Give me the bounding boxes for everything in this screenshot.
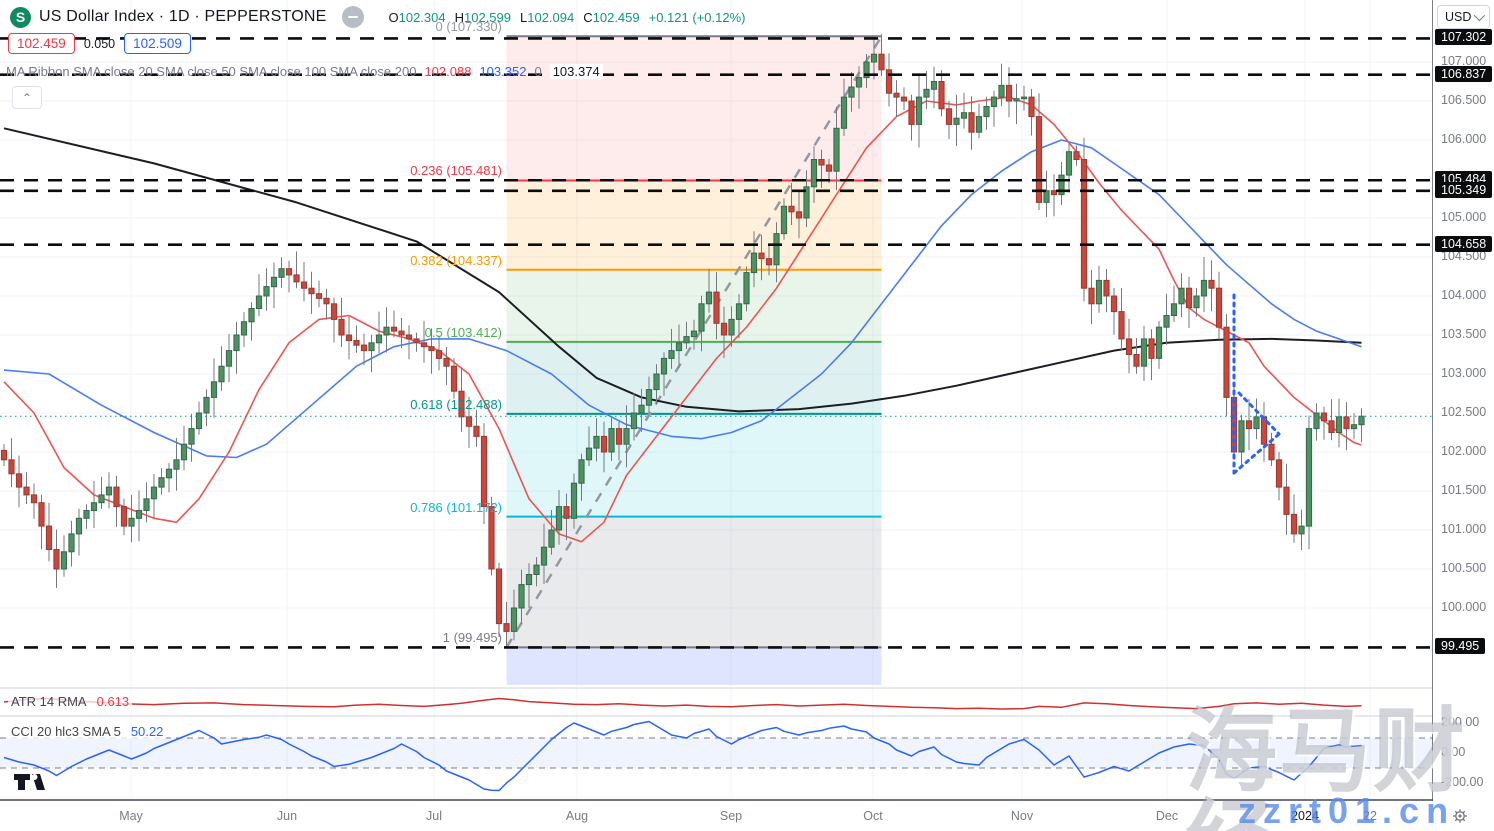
price-level-badge[interactable]: 105.349 <box>1435 181 1493 198</box>
price-tick-label: 102.500 <box>1441 405 1487 419</box>
ma-ribbon-legend[interactable]: MA Ribbon SMA close 20 SMA close 50 SMA … <box>6 64 611 79</box>
tradingview-logo[interactable] <box>13 773 49 791</box>
price-tick-label: 103.500 <box>1441 327 1487 341</box>
price-tick-label: 106.000 <box>1441 132 1487 146</box>
time-axis-label: Jul <box>426 809 442 823</box>
time-axis-label: Sep <box>719 809 743 823</box>
price-tick-label: 102.000 <box>1441 444 1487 458</box>
watermark-url: zzrt01.cn <box>1238 790 1456 831</box>
spread-value: 0.050 <box>83 36 116 51</box>
open-label: O <box>388 9 399 25</box>
cci-axis-label: 0.00 <box>1441 745 1466 759</box>
cci-value: 50.22 <box>130 724 164 739</box>
watermark-cjk: 海马财经 <box>1185 701 1468 831</box>
atr-legend[interactable]: ATR 14 RMA 0.613 <box>8 694 133 709</box>
currency-label: USD <box>1445 10 1472 24</box>
fib-level-label[interactable]: 0.236 (105.481) <box>410 163 502 179</box>
low-label: L <box>520 9 528 25</box>
time-axis-label: Oct <box>863 809 883 823</box>
symbol-logo-icon[interactable]: S <box>10 6 31 28</box>
price-tick-label: 100.500 <box>1441 561 1487 575</box>
fib-level-label[interactable]: 0.5 (103.412) <box>424 324 502 340</box>
price-level-badge[interactable]: 106.837 <box>1435 65 1493 82</box>
price-axis[interactable]: 107.000 106.500 106.000 105.000 104.500 104.0… <box>1433 0 1494 831</box>
price-tick-label: 106.500 <box>1441 93 1487 107</box>
ohlc-readout: O102.304 H102.599 L102.094 C102.459 +0.1… <box>388 10 745 25</box>
close-value: 102.459 <box>592 9 640 25</box>
ma-ribbon-value: 103.374 <box>549 64 603 79</box>
time-axis-label: Nov <box>1010 809 1034 823</box>
price-level-badge[interactable]: 107.302 <box>1435 29 1493 46</box>
symbol-header: S US Dollar Index · 1D · PEPPERSTONE O10… <box>10 4 745 30</box>
collapse-panel-button[interactable]: ⌃ <box>12 86 42 109</box>
cci-label: CCI 20 hlc3 SMA 5 <box>11 724 121 739</box>
ma-ribbon-label: MA Ribbon SMA close 20 SMA close 50 SMA … <box>6 64 417 79</box>
high-label: H <box>454 9 464 25</box>
ma-ribbon-value: 103.352 <box>479 64 527 79</box>
open-value: 102.304 <box>398 9 446 25</box>
low-value: 102.094 <box>527 9 575 25</box>
price-tick-label: 100.000 <box>1441 600 1487 614</box>
high-value: 102.599 <box>464 9 511 25</box>
atr-label: ATR 14 RMA <box>11 694 87 709</box>
time-axis-label: Dec <box>1155 809 1179 823</box>
cci-axis-label: 200.00 <box>1441 715 1480 729</box>
time-axis-label: 2024 <box>1291 809 1319 823</box>
minus-icon <box>348 15 359 19</box>
price-tick-label: 103.000 <box>1441 366 1487 380</box>
time-axis[interactable]: May Jun Jul Aug Sep Oct Nov Dec 2024 22 <box>0 801 1494 831</box>
price-tick-label: 101.000 <box>1441 522 1487 536</box>
ma-ribbon-value: 0 <box>534 64 542 79</box>
cci-legend[interactable]: CCI 20 hlc3 SMA 5 50.22 <box>8 724 167 739</box>
currency-dropdown[interactable]: USD <box>1437 5 1490 29</box>
cci-axis-label: -200.00 <box>1441 775 1484 789</box>
price-tick-label: 104.000 <box>1441 288 1487 302</box>
change-value: +0.121 (+0.12%) <box>648 9 746 25</box>
fib-level-label[interactable]: 0.786 (101.172) <box>410 499 502 515</box>
price-tick-label: 104.500 <box>1441 249 1487 263</box>
hide-indicator-button[interactable] <box>342 6 365 28</box>
time-axis-label: May <box>119 809 143 823</box>
axis-settings-gear-icon[interactable] <box>1452 808 1468 824</box>
fib-level-label[interactable]: 0.382 (104.337) <box>410 252 502 268</box>
time-axis-label: Jun <box>276 809 298 823</box>
price-tick-label: 101.500 <box>1441 483 1487 497</box>
price-tick-label: 107.000 <box>1441 54 1487 68</box>
ma-ribbon-values: 102.088 103.352 0 103.374 <box>424 64 610 79</box>
chevron-down-icon <box>1473 9 1486 22</box>
fib-level-label[interactable]: 1 (99.495) <box>442 630 502 646</box>
time-axis-label: Aug <box>565 809 589 823</box>
price-tick-label: 105.000 <box>1441 210 1487 224</box>
price-level-badge[interactable]: 99.495 <box>1435 638 1486 655</box>
time-axis-label: 22 <box>1363 809 1377 823</box>
symbol-title[interactable]: US Dollar Index · 1D · PEPPERSTONE <box>39 8 327 25</box>
ma-ribbon-value: 102.088 <box>424 64 472 79</box>
sell-price-button[interactable]: 102.459 <box>8 33 75 54</box>
fib-level-label[interactable]: 0 (107.330) <box>435 19 503 35</box>
buy-price-button[interactable]: 102.509 <box>124 33 191 54</box>
bid-ask-row: 102.459 0.050 102.509 <box>8 33 191 54</box>
fib-level-label[interactable]: 0.618 (102.488) <box>410 396 502 412</box>
close-label: C <box>583 9 593 25</box>
price-level-badge[interactable]: 104.658 <box>1435 235 1493 252</box>
atr-value: 0.613 <box>96 694 130 709</box>
